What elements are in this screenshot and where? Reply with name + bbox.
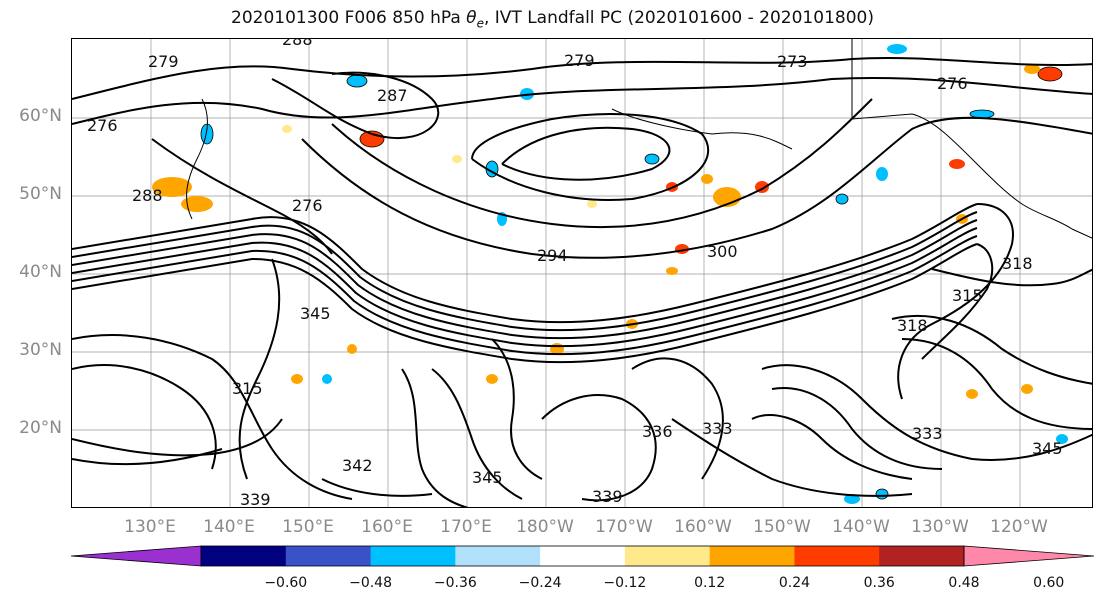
contour-label: 345: [472, 468, 503, 487]
lat-label: 40°N: [19, 262, 62, 282]
contour-label: 339: [240, 490, 271, 508]
contour-label: 276: [292, 196, 323, 215]
colorbar-tick-label: −0.12: [603, 575, 647, 591]
colorbar-tick-label: 0.36: [863, 575, 895, 591]
coastlines: [186, 39, 1092, 239]
contour-label-group: 279 288 276 276 279 273 287 276 288 294 …: [87, 39, 1063, 508]
lat-label: 20°N: [19, 418, 62, 438]
contour-label: 333: [912, 424, 943, 443]
lat-label: 60°N: [19, 106, 62, 126]
colorbar-extend-high: [963, 545, 1095, 567]
colorbar-segment: [370, 546, 456, 566]
contour-label: 276: [937, 74, 968, 93]
colorbar-tick-label: 0.24: [778, 575, 811, 591]
contour-label: 279: [564, 51, 595, 70]
shaded-anomalies: [152, 44, 1068, 504]
contour-label: 336: [642, 422, 673, 441]
contour-label: 273: [777, 52, 808, 71]
lon-label: 170°W: [595, 517, 653, 537]
lat-label: 30°N: [19, 340, 62, 360]
contour-label: 288: [132, 186, 163, 205]
colorbar-tick-label: −0.60: [264, 575, 308, 591]
contour-label: 300: [707, 242, 738, 261]
colorbar-tick-label: −0.48: [349, 575, 392, 591]
colorbar-segment: [879, 546, 965, 566]
colorbar-segment: [794, 546, 880, 566]
contour-label: 345: [300, 304, 331, 323]
graticule: [72, 39, 1092, 507]
colorbar-segment: [624, 546, 711, 566]
lon-label: 130°W: [911, 517, 969, 537]
colorbar-tick-label: −0.36: [433, 575, 477, 591]
contour-label: 318: [1002, 254, 1033, 273]
lon-label: 170°E: [440, 517, 492, 537]
lon-label: 150°E: [282, 517, 334, 537]
lat-label: 50°N: [19, 184, 62, 204]
contour-label: 342: [342, 456, 373, 475]
colorbar-segment: [709, 546, 795, 566]
lon-label: 150°W: [753, 517, 811, 537]
colorbar-tick-label: 0.12: [694, 575, 726, 591]
lon-label: 160°W: [674, 517, 732, 537]
colorbar-segment: [540, 546, 626, 566]
colorbar-tick-label: 0.60: [1033, 575, 1065, 591]
contour-label: 318: [897, 316, 928, 335]
lon-label: 120°W: [990, 517, 1048, 537]
contour-label: 315: [952, 286, 983, 305]
colorbar-segment: [455, 546, 541, 566]
contour-label: 294: [537, 246, 568, 265]
colorbar-outline: [200, 545, 965, 567]
colorbar-tick-label: 0.48: [948, 575, 980, 591]
lon-label: 180°W: [516, 517, 574, 537]
colorbar-extend-low: [70, 545, 202, 567]
colorbar-tick-label: −0.24: [518, 575, 562, 591]
contour-label: 287: [377, 86, 408, 105]
contour-label: 345: [1032, 439, 1063, 458]
lon-label: 130°E: [124, 517, 176, 537]
map-title: 2020101300 F006 850 hPa θe, IVT Landfall…: [231, 8, 874, 31]
contour-label: 276: [87, 116, 118, 135]
contour-label: 339: [592, 487, 623, 506]
contour-label: 333: [702, 419, 733, 438]
colorbar-segment: [285, 546, 372, 566]
map-panel: 279 288 276 276 279 273 287 276 288 294 …: [71, 38, 1093, 508]
contour-label: 315: [232, 379, 263, 398]
lon-label: 140°W: [832, 517, 890, 537]
contour-label: 288: [282, 39, 313, 49]
map-canvas: 279 288 276 276 279 273 287 276 288 294 …: [72, 39, 1092, 508]
lon-label: 160°E: [361, 517, 413, 537]
theta-e-contours: [72, 56, 1092, 507]
lon-label: 140°E: [203, 517, 255, 537]
colorbar-segment: [201, 546, 287, 566]
colorbar: [70, 545, 1095, 567]
contour-label: 279: [148, 52, 179, 71]
